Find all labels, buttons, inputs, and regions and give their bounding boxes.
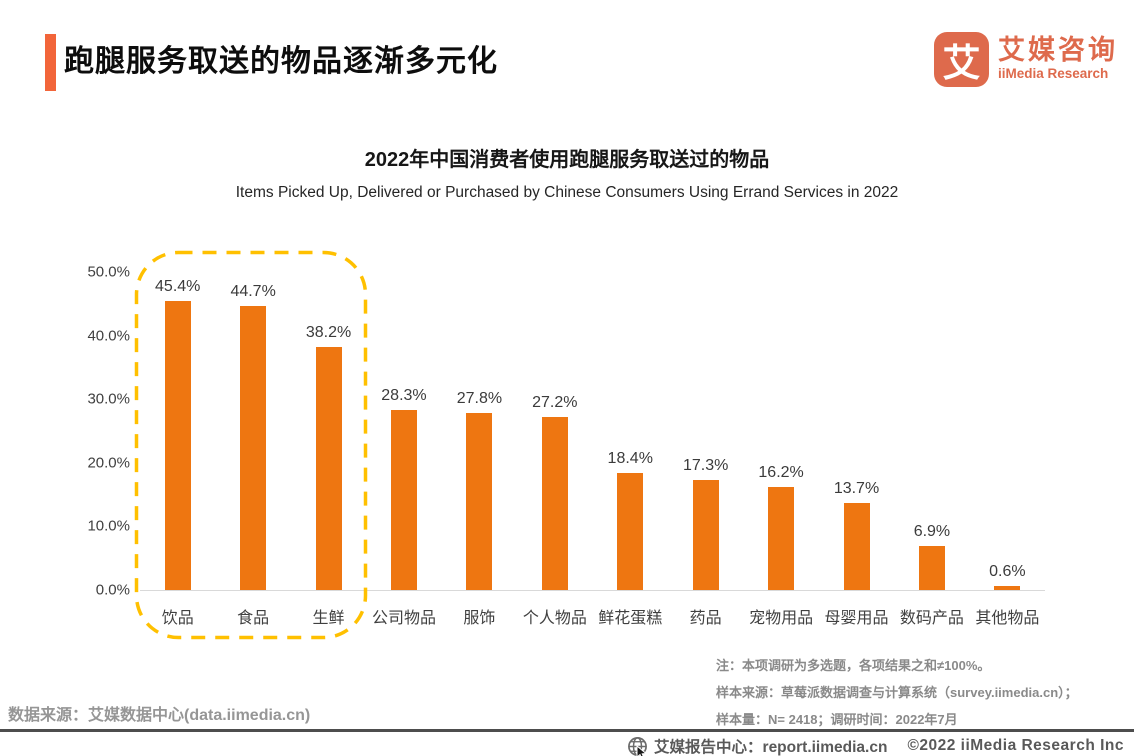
mouse-cursor-icon — [636, 744, 648, 756]
bar — [466, 413, 493, 590]
logo-text: 艾媒咨询 iiMedia Research — [998, 32, 1118, 82]
y-axis-tick: 0.0% — [95, 581, 130, 599]
bar-value-label: 0.6% — [989, 563, 1026, 581]
bar-column: 18.4% — [593, 272, 668, 590]
bar-column: 45.4% — [140, 272, 215, 590]
copyright: ©2022 iiMedia Research Inc — [907, 737, 1124, 754]
x-axis-line — [140, 590, 1045, 591]
bar-value-label: 44.7% — [230, 282, 276, 300]
category-label: 数码产品 — [899, 610, 964, 627]
bar — [390, 410, 417, 590]
bar-column: 0.6% — [970, 272, 1045, 590]
iimedia-logo: 艾 艾媒咨询 iiMedia Research — [934, 32, 1118, 87]
bar-value-label: 27.8% — [456, 390, 503, 408]
bar — [768, 486, 795, 590]
note-line: 样本来源：草莓派数据调查与计算系统（survey.iimedia.cn）； — [716, 685, 1078, 700]
bar-column: 27.8% — [442, 272, 517, 590]
category-label: 药品 — [689, 610, 722, 627]
y-axis: 0.0% 10.0% 20.0% 30.0% 40.0% 50.0% — [30, 264, 130, 599]
bar-column: 17.3% — [668, 272, 743, 590]
y-axis-tick: 30.0% — [87, 390, 130, 408]
note-line: 样本量：N= 2418；调研时间：2022年7月 — [716, 712, 958, 727]
category-label: 个人物品 — [522, 610, 587, 627]
bar-column: 13.7% — [819, 272, 894, 590]
y-axis-tick: 50.0% — [87, 263, 130, 281]
report-center-link: 艾媒报告中心：report.iimedia.cn — [654, 739, 888, 756]
bar — [315, 347, 342, 590]
bar — [541, 417, 568, 590]
bar-value-label: 17.3% — [682, 456, 729, 474]
bar — [994, 586, 1021, 590]
bar — [164, 301, 191, 590]
category-label: 饮品 — [161, 610, 194, 627]
chart-subtitle: Items Picked Up, Delivered or Purchased … — [235, 184, 899, 201]
bar-value-label: 27.2% — [532, 394, 578, 412]
bar-column: 6.9% — [894, 272, 969, 590]
bar — [918, 546, 945, 590]
bar-column: 44.7% — [215, 272, 290, 590]
survey-notes: 注：本项调研为多选题，各项结果之和≠100%。 样本来源：草莓派数据调查与计算系… — [716, 652, 1078, 733]
title-accent-bar — [45, 34, 56, 91]
note-line: 注：本项调研为多选题，各项结果之和≠100%。 — [716, 658, 991, 673]
bar — [617, 472, 644, 590]
category-label: 母婴用品 — [824, 610, 889, 627]
bar-value-label: 18.4% — [607, 449, 653, 467]
category-label: 宠物用品 — [749, 610, 814, 627]
bar-value-label: 13.7% — [833, 479, 880, 497]
bar-value-label: 45.4% — [155, 278, 201, 296]
chart-title: 2022年中国消费者使用跑腿服务取送过的物品 — [364, 149, 770, 171]
y-axis-tick: 40.0% — [87, 327, 130, 345]
iimedia-logo-icon: 艾 — [934, 32, 989, 87]
y-axis-tick: 20.0% — [87, 454, 130, 472]
bar-chart: 45.4% 44.7% 38.2% 28.3% 27.8% 27.2% 18.4% 17.3%… — [140, 272, 1045, 590]
bar-value-label: 6.9% — [913, 523, 951, 541]
bar-column: 28.3% — [366, 272, 441, 590]
logo-name-en: iiMedia Research — [998, 66, 1109, 81]
bar-column: 27.2% — [517, 272, 592, 590]
category-label: 其他物品 — [975, 610, 1040, 627]
category-label: 食品 — [237, 610, 270, 627]
bar-value-label: 28.3% — [381, 387, 427, 405]
bar — [240, 305, 267, 590]
category-label: 服饰 — [463, 610, 496, 627]
category-label: 公司物品 — [371, 610, 436, 627]
footer-divider — [0, 729, 1134, 732]
bar-column: 16.2% — [743, 272, 818, 590]
bar — [843, 502, 870, 590]
bar-value-label: 38.2% — [305, 324, 352, 342]
category-label: 鲜花蛋糕 — [598, 610, 663, 627]
bar-value-label: 16.2% — [758, 463, 804, 481]
bar-column: 38.2% — [291, 272, 366, 590]
page-title: 跑腿服务取送的物品逐渐多元化 — [64, 45, 498, 78]
footer: 艾媒报告中心：report.iimedia.cn ©2022 iiMedia R… — [627, 735, 1124, 756]
y-axis-tick: 10.0% — [87, 517, 130, 535]
logo-glyph: 艾 — [942, 43, 981, 85]
data-source: 数据来源：艾媒数据中心(data.iimedia.cn) — [8, 707, 311, 724]
x-axis-labels: 饮品 食品 生鲜 公司物品 服饰 个人物品 鲜花蛋糕 药品 宠物用品 母婴用品 数码产品 其他物品 — [140, 604, 1045, 628]
bar — [692, 479, 719, 590]
globe-icon — [627, 736, 648, 756]
logo-name-cn: 艾媒咨询 — [998, 35, 1118, 65]
category-label: 生鲜 — [312, 610, 345, 627]
